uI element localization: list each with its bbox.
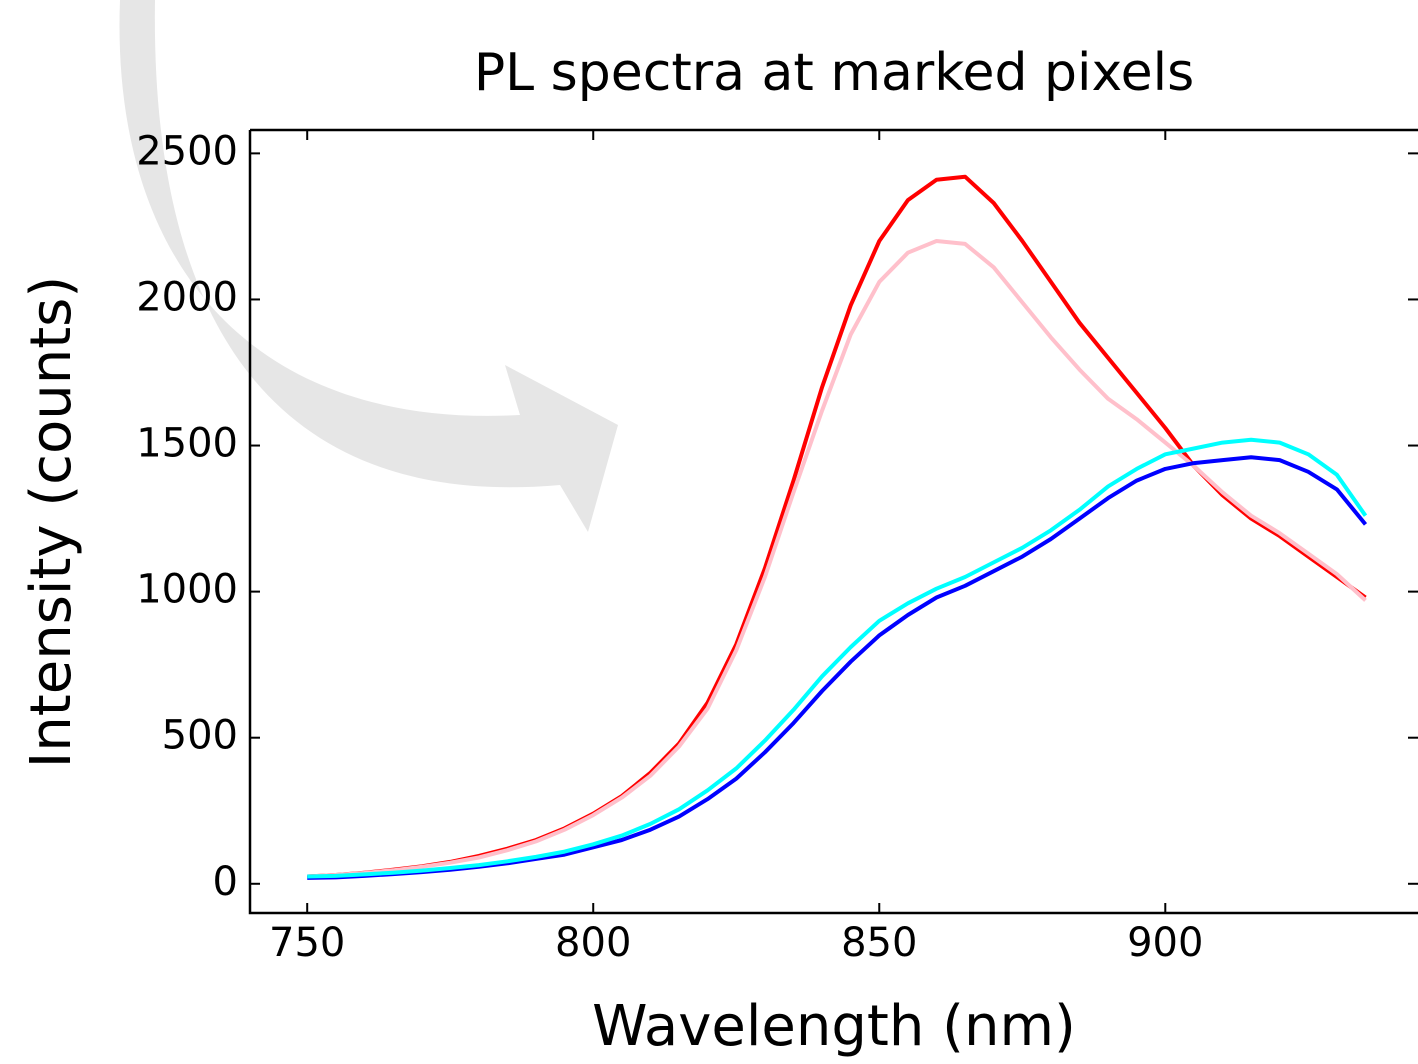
plot-area: [307, 174, 1368, 880]
decorative-arrow: [119, 0, 618, 532]
y-tick-label: 500: [162, 713, 238, 759]
x-axis-label: Wavelength (nm): [592, 994, 1076, 1059]
chart-title: PL spectra at marked pixels: [474, 43, 1194, 103]
x-tick-label: 900: [1127, 920, 1203, 966]
x-tick-label: 750: [269, 920, 345, 966]
series-line: [307, 239, 1367, 879]
series-line: [307, 455, 1368, 880]
x-tick-label: 850: [841, 920, 917, 966]
axis-spine: [248, 128, 1418, 915]
y-tick-label: 1000: [136, 567, 238, 613]
y-axis-label: Intensity (counts): [19, 276, 84, 768]
series-line: [307, 174, 1367, 879]
y-tick-label: 2000: [136, 274, 238, 320]
series-line: [307, 437, 1368, 879]
x-tick-label: 800: [555, 920, 631, 966]
y-tick-label: 1500: [136, 421, 238, 467]
y-tick-label: 2500: [136, 128, 238, 174]
y-tick-label: 0: [213, 859, 238, 905]
